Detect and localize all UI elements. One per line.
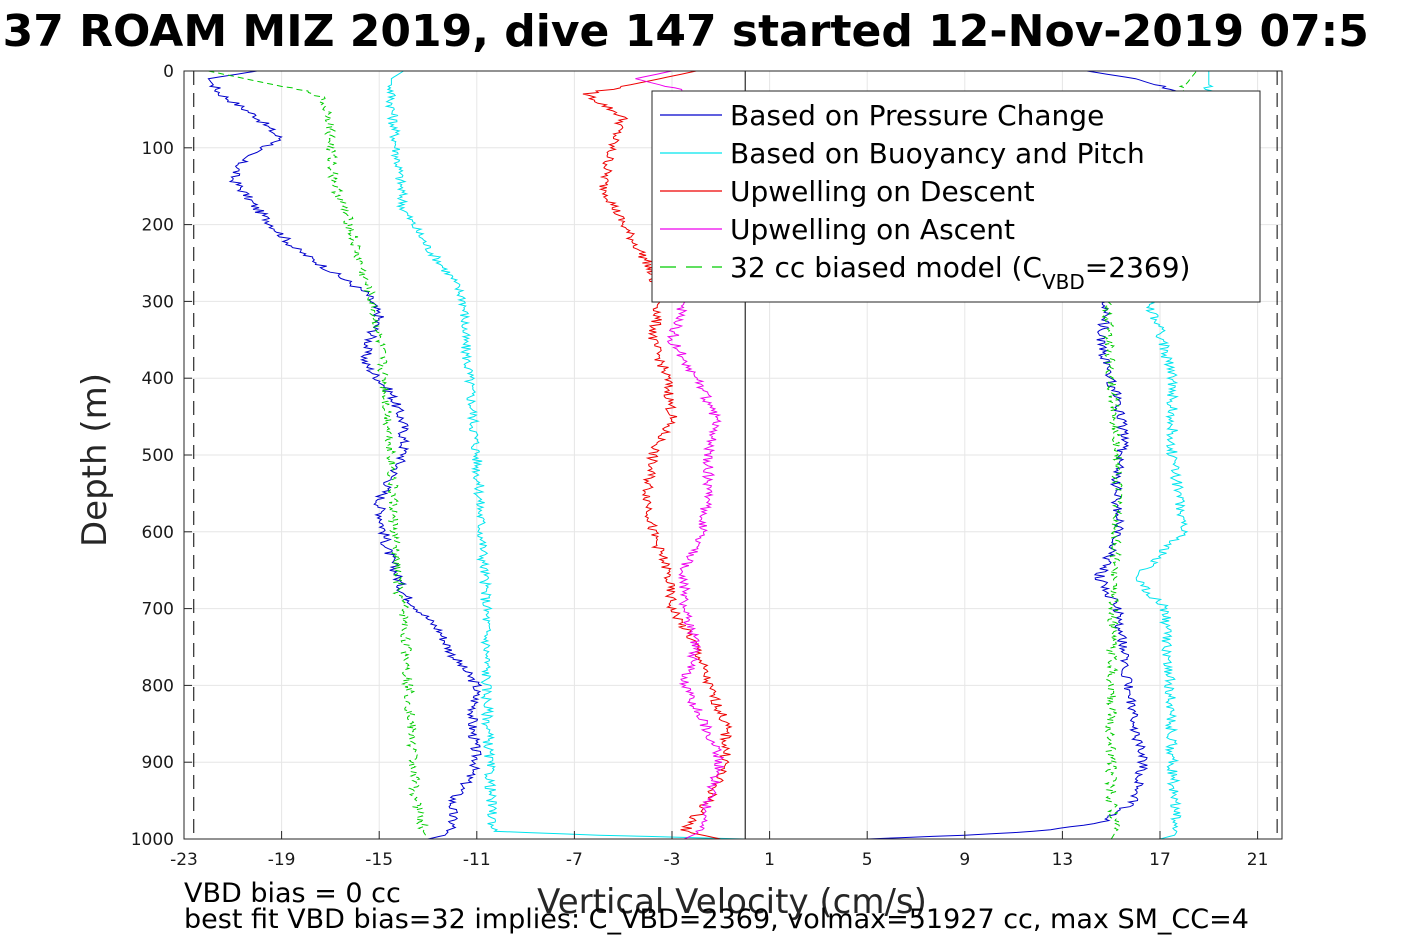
y-tick-label: 1000 <box>131 830 174 850</box>
best-fit-note: best fit VBD bias=32 implies: C_VBD=2369… <box>184 904 1249 935</box>
y-tick-label: 400 <box>142 369 174 389</box>
y-tick-label: 800 <box>142 676 174 696</box>
y-tick-label: 300 <box>142 292 174 312</box>
legend-entry: Upwelling on Descent <box>730 175 1035 208</box>
x-tick-label: -15 <box>365 850 393 870</box>
series-line <box>208 70 429 840</box>
x-tick-label: 9 <box>959 850 970 870</box>
x-tick-label: -19 <box>268 850 296 870</box>
x-tick-label: -23 <box>170 850 198 870</box>
x-tick-label: -3 <box>664 850 681 870</box>
y-tick-label: 600 <box>142 523 174 543</box>
x-tick-label: -7 <box>566 850 583 870</box>
y-tick-label: 900 <box>142 753 174 773</box>
chart-title: 537 ROAM MIZ 2019, dive 147 started 12-N… <box>0 6 1369 57</box>
series-line <box>207 70 483 840</box>
x-axis-label: Vertical Velocity (cm/s) <box>537 882 927 922</box>
y-tick-label: 700 <box>142 600 174 620</box>
x-tick-label: 21 <box>1247 850 1269 870</box>
x-tick-label: 1 <box>764 850 775 870</box>
legend-label: Based on Buoyancy and Pitch <box>730 137 1145 170</box>
legend-suffix: =2369) <box>1085 251 1191 284</box>
y-tick-label: 0 <box>163 62 174 82</box>
legend-subscript: VBD <box>1042 270 1085 294</box>
y-tick-label: 500 <box>142 446 174 466</box>
y-tick-label: 100 <box>142 139 174 159</box>
y-tick-label: 200 <box>142 216 174 236</box>
series-line <box>1101 70 1197 840</box>
legend-entry: Based on Buoyancy and Pitch <box>730 137 1145 170</box>
x-tick-label: 17 <box>1149 850 1171 870</box>
series-line <box>582 70 733 840</box>
legend-box <box>651 90 1261 303</box>
x-axis-ticks: -23 -19 -15 -11 -7 -3 1 5 9 13 17 21 <box>170 831 1268 870</box>
y-axis-ticks: 0 100 200 300 400 500 600 700 800 900 1000 <box>131 62 192 850</box>
legend-label: 32 cc biased model (C <box>730 251 1042 284</box>
legend-entry: Upwelling on Ascent <box>730 213 1015 246</box>
legend-entry: 32 cc biased model (CVBD=2369) <box>730 251 1190 294</box>
x-tick-label: 13 <box>1052 850 1074 870</box>
x-tick-label: 5 <box>862 850 873 870</box>
y-axis-label: Depth (m) <box>75 373 115 547</box>
legend-label: Upwelling on Descent <box>730 175 1035 208</box>
x-tick-label: -11 <box>463 850 491 870</box>
legend-label: Based on Pressure Change <box>730 99 1104 132</box>
legend-entry: Based on Pressure Change <box>730 99 1104 132</box>
series-line <box>384 70 746 840</box>
legend: Based on Pressure Change Based on Buoyanc… <box>651 90 1261 303</box>
legend-label: Upwelling on Ascent <box>730 213 1015 246</box>
vbd-bias-note: VBD bias = 0 cc <box>184 878 401 909</box>
